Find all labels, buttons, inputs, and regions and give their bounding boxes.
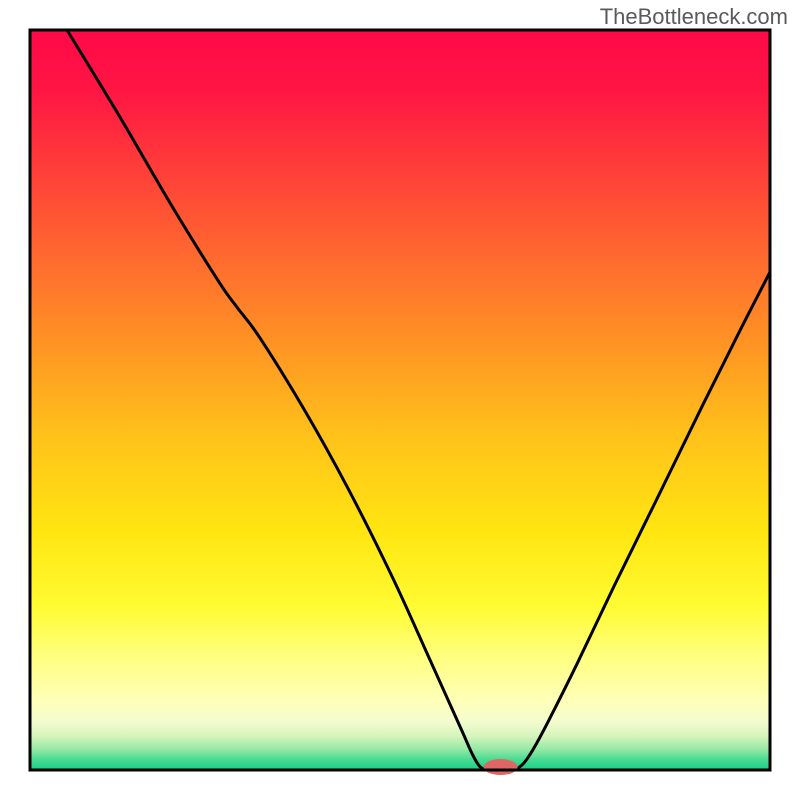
plot-background — [30, 30, 770, 770]
bottleneck-chart — [0, 0, 800, 800]
watermark-text: TheBottleneck.com — [600, 4, 788, 30]
optimal-marker — [484, 759, 518, 775]
chart-container: TheBottleneck.com — [0, 0, 800, 800]
